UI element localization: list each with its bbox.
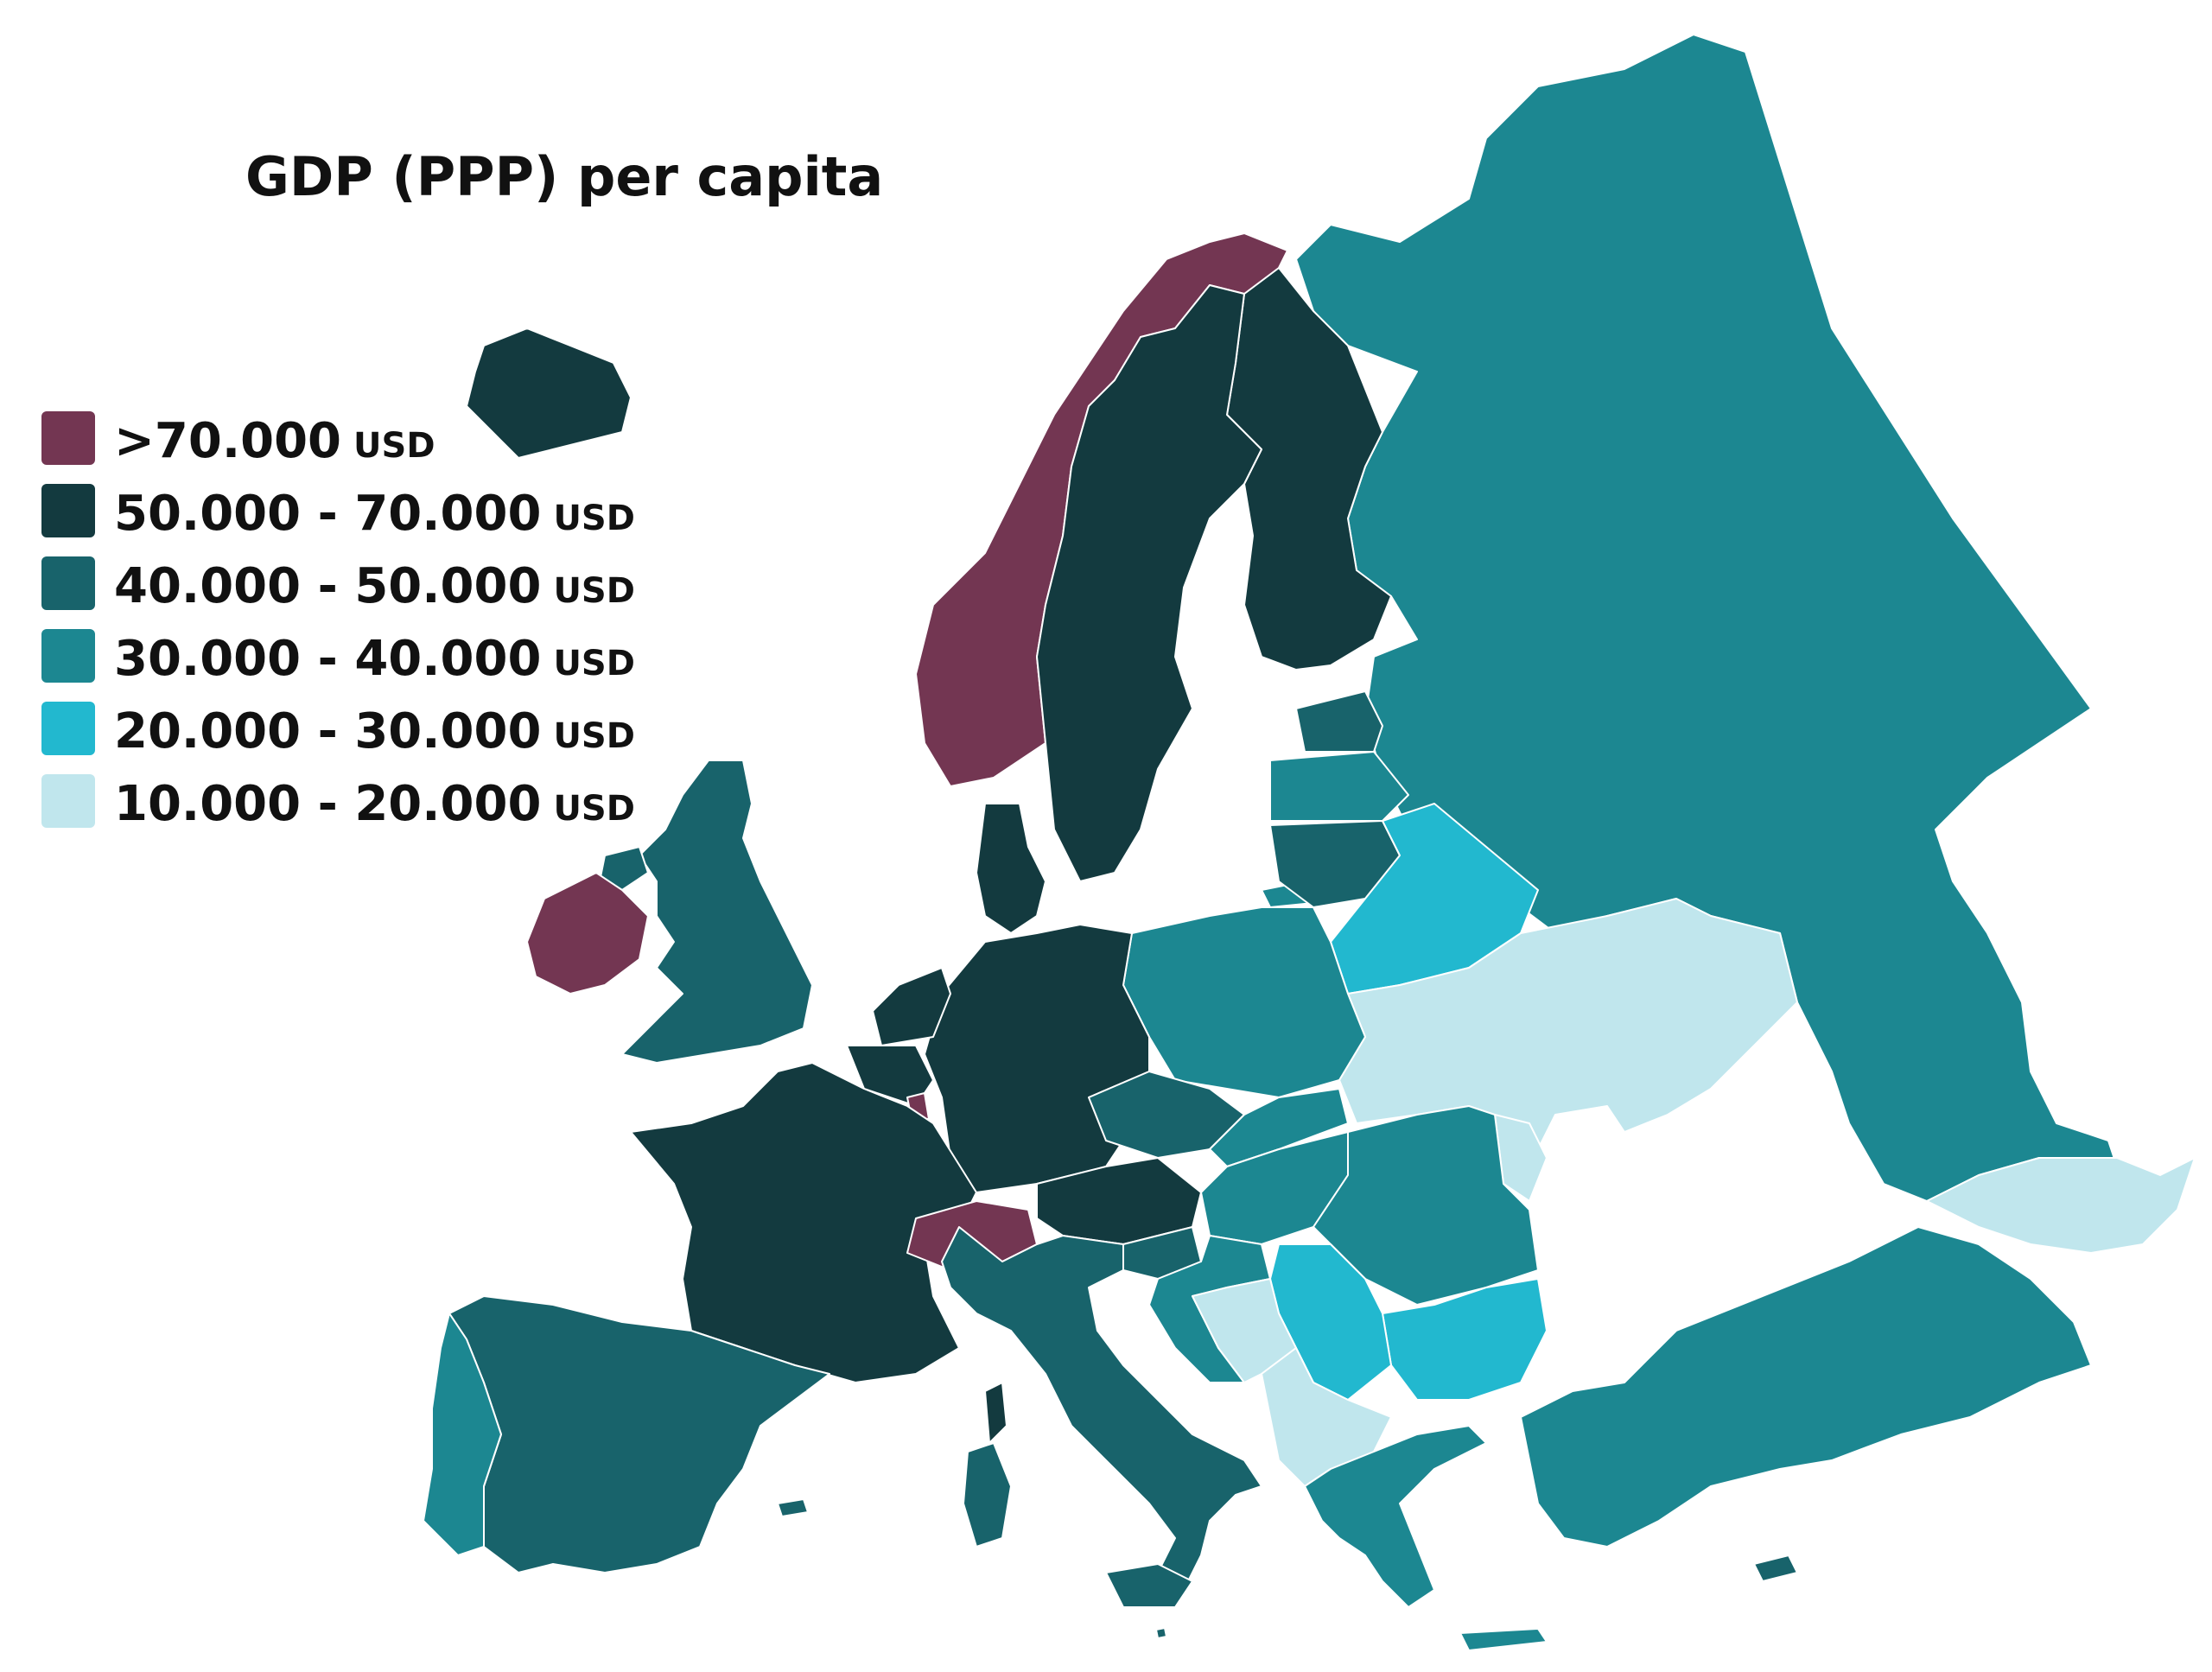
legend-unit: USD bbox=[553, 499, 635, 538]
region-germany bbox=[924, 924, 1150, 1193]
region-portugal bbox=[423, 1313, 502, 1556]
region-iceland bbox=[466, 327, 632, 459]
legend-unit: USD bbox=[353, 426, 435, 466]
region-poland bbox=[1122, 906, 1366, 1098]
legend-swatch bbox=[41, 702, 95, 755]
region-denmark bbox=[976, 803, 1046, 934]
region-sicily bbox=[1105, 1563, 1193, 1608]
legend-swatch bbox=[41, 411, 95, 465]
legend-range: 50.000 - 70.000 bbox=[114, 486, 542, 542]
region-russia bbox=[1295, 34, 2118, 1202]
region-uk bbox=[621, 760, 813, 1064]
legend-label: >70.000 USD bbox=[114, 413, 435, 469]
legend-unit: USD bbox=[553, 571, 635, 611]
legend-unit: USD bbox=[553, 789, 635, 829]
region-ukraine bbox=[1338, 898, 1798, 1150]
region-malta bbox=[1155, 1627, 1167, 1639]
legend-label: 10.000 - 20.000 USD bbox=[114, 776, 635, 832]
region-romania bbox=[1313, 1105, 1539, 1306]
region-ireland bbox=[526, 872, 649, 995]
legend-range: 20.000 - 30.000 bbox=[114, 703, 542, 760]
region-balearic bbox=[777, 1498, 809, 1517]
region-cyprus bbox=[1753, 1554, 1798, 1582]
region-sardinia bbox=[963, 1442, 1012, 1548]
region-sweden bbox=[1036, 284, 1262, 882]
legend-label: 30.000 - 40.000 USD bbox=[114, 631, 635, 687]
region-crete bbox=[1459, 1628, 1548, 1651]
legend-range: 30.000 - 40.000 bbox=[114, 631, 542, 687]
legend-swatch bbox=[41, 484, 95, 537]
legend-range: >70.000 bbox=[114, 413, 342, 469]
region-bulgaria bbox=[1382, 1278, 1548, 1401]
region-turkey bbox=[1520, 1226, 2092, 1548]
legend-label: 50.000 - 70.000 USD bbox=[114, 486, 635, 542]
legend-swatch bbox=[41, 556, 95, 610]
region-caucasus bbox=[1926, 1157, 2196, 1254]
map-title: GDP (PPP) per capita bbox=[245, 145, 884, 208]
legend-swatch bbox=[41, 629, 95, 683]
region-latvia bbox=[1269, 751, 1409, 822]
region-corsica bbox=[984, 1382, 1007, 1444]
legend-label: 20.000 - 30.000 USD bbox=[114, 703, 635, 760]
region-northern-ireland bbox=[600, 846, 649, 891]
region-estonia bbox=[1295, 690, 1383, 753]
legend-unit: USD bbox=[553, 644, 635, 683]
region-netherlands bbox=[872, 967, 951, 1046]
legend-range: 10.000 - 20.000 bbox=[114, 776, 542, 832]
region-greece bbox=[1304, 1425, 1487, 1608]
legend-unit: USD bbox=[553, 716, 635, 756]
legend-swatch bbox=[41, 774, 95, 828]
legend-label: 40.000 - 50.000 USD bbox=[114, 558, 635, 614]
legend-range: 40.000 - 50.000 bbox=[114, 558, 542, 614]
region-italy bbox=[941, 1226, 1262, 1591]
